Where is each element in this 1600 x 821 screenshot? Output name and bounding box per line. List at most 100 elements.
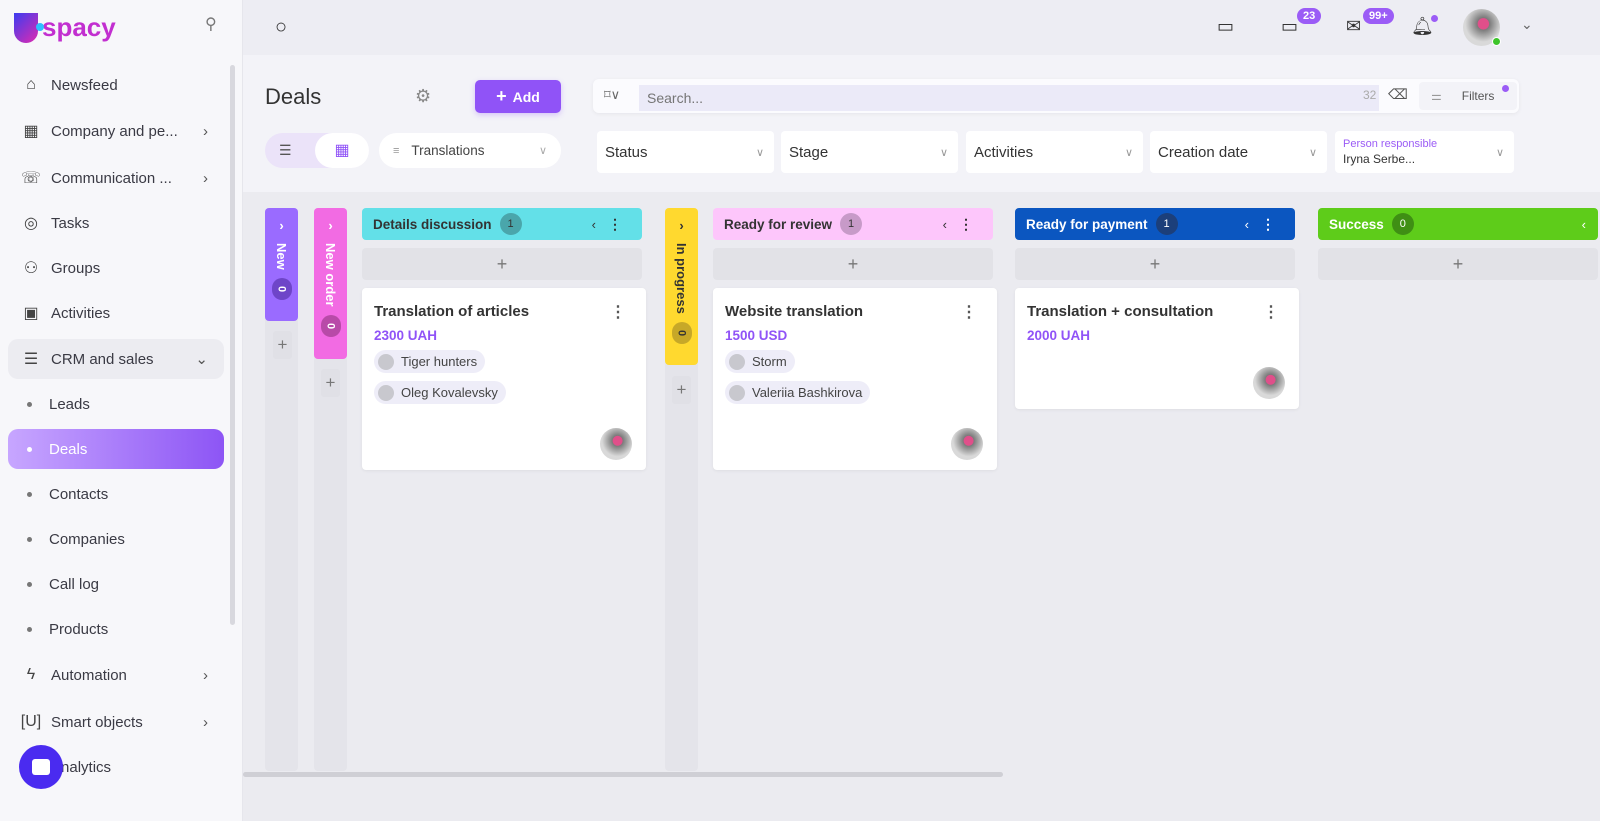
- kanban-view-icon[interactable]: ▦: [315, 133, 369, 168]
- list-view-icon[interactable]: ☰: [279, 142, 292, 158]
- sidebar-item-products[interactable]: Products: [8, 609, 224, 649]
- responsible-avatar[interactable]: [951, 428, 983, 460]
- chevron-down-icon: ∨: [939, 146, 948, 159]
- column-count: 0: [271, 277, 292, 300]
- sidebar-item-call-log[interactable]: Call log: [8, 564, 224, 604]
- sidebar-item-newsfeed[interactable]: ⌂ Newsfeed: [8, 65, 224, 105]
- collapse-icon[interactable]: ‹: [942, 216, 947, 232]
- sidebar-item-leads[interactable]: Leads: [8, 384, 224, 424]
- eraser-icon[interactable]: ⌫: [1388, 86, 1408, 102]
- add-deal-ready-for-payment[interactable]: +: [1015, 248, 1295, 280]
- creation-date-filter[interactable]: Creation date ∨: [1150, 131, 1327, 173]
- bullet-icon: [27, 581, 32, 587]
- pipeline-select[interactable]: ≡ Translations ∨: [379, 133, 561, 168]
- horizontal-scrollbar[interactable]: [243, 772, 1003, 777]
- bell-icon[interactable]: 🔔︎: [1411, 16, 1434, 36]
- chevron-right-icon: ›: [203, 122, 208, 140]
- column-ready-for-review[interactable]: Ready for review 1 ‹ ⋮: [713, 208, 993, 240]
- deal-card[interactable]: Translation of articles ⋮ 2300 UAH Tiger …: [362, 288, 646, 470]
- deal-card[interactable]: Translation + consultation ⋮ 2000 UAH: [1015, 288, 1299, 409]
- sidebar-item-contacts[interactable]: Contacts: [8, 474, 224, 514]
- column-in-progress[interactable]: › In progress 0: [665, 208, 698, 365]
- pin-icon[interactable]: ⚲: [205, 16, 217, 33]
- bullet-icon: [27, 446, 32, 452]
- search-icon[interactable]: ○: [275, 16, 288, 38]
- sidebar-item-smart-objects[interactable]: [U] Smart objects ›: [20, 713, 208, 731]
- more-icon[interactable]: ⋮: [610, 304, 626, 321]
- column-success[interactable]: Success 0 ‹: [1318, 208, 1598, 240]
- notification-dot: [1431, 15, 1438, 22]
- column-ready-for-payment[interactable]: Ready for payment 1 ‹ ⋮: [1015, 208, 1295, 240]
- add-deal-success[interactable]: +: [1318, 248, 1598, 280]
- column-details-discussion[interactable]: Details discussion 1 ‹ ⋮: [362, 208, 642, 240]
- activities-filter[interactable]: Activities ∨: [966, 131, 1143, 173]
- sidebar-item-crm[interactable]: ☰ CRM and sales ⌄: [8, 339, 224, 379]
- more-icon[interactable]: ⋮: [961, 304, 977, 321]
- deal-card[interactable]: Website translation ⋮ 1500 USD Storm Vale…: [713, 288, 997, 470]
- more-icon[interactable]: ⋮: [1263, 304, 1279, 321]
- chevron-down-icon: ∨: [1308, 146, 1317, 159]
- more-icon[interactable]: ⋮: [608, 215, 622, 232]
- search-bar: ⌑∨ 32 ⌫ ⚌Filters: [593, 79, 1519, 113]
- sidebar-item-activities[interactable]: ▣ Activities: [8, 293, 224, 333]
- message-icon[interactable]: ▭: [1217, 16, 1235, 36]
- bookmark-icon[interactable]: ⌑∨: [604, 87, 621, 102]
- chevron-right-icon: ›: [203, 666, 208, 684]
- sidebar-item-communication[interactable]: ☏ Communication ... ›: [20, 169, 208, 188]
- add-deal-details-discussion[interactable]: +: [362, 248, 642, 280]
- status-filter[interactable]: Status ∨: [597, 131, 774, 173]
- company-chip[interactable]: Tiger hunters: [374, 350, 486, 373]
- company-chip[interactable]: Storm: [725, 350, 795, 373]
- chats-icon[interactable]: ▭: [1281, 16, 1299, 36]
- sidebar-item-tasks[interactable]: ◎ Tasks: [8, 203, 224, 243]
- collapse-icon[interactable]: ‹: [1581, 216, 1586, 232]
- sidebar-item-companies[interactable]: Companies: [8, 519, 224, 559]
- column-new[interactable]: › New 0: [265, 208, 298, 321]
- chevron-down-icon: ∨: [755, 146, 764, 159]
- stage-filter[interactable]: Stage ∨: [781, 131, 958, 173]
- bullet-icon: [27, 626, 32, 632]
- person-responsible-filter[interactable]: Person responsible Iryna Serbe... ∨: [1335, 131, 1514, 173]
- chat-bubble-icon: [32, 759, 50, 775]
- chevron-down-icon: ∨: [538, 145, 547, 157]
- responsible-avatar[interactable]: [1253, 367, 1285, 399]
- logo[interactable]: spacy: [14, 12, 116, 43]
- settings-gear-icon[interactable]: ⚙: [415, 86, 432, 106]
- person-icon: [378, 384, 394, 401]
- add-deal-new-order[interactable]: +: [321, 369, 340, 397]
- sidebar-item-deals[interactable]: Deals: [8, 429, 224, 469]
- contact-chip[interactable]: Valeriia Bashkirova: [725, 381, 871, 404]
- bullet-icon: [27, 491, 32, 497]
- more-icon[interactable]: ⋮: [1261, 215, 1275, 232]
- add-deal-in-progress[interactable]: +: [672, 376, 691, 404]
- add-deal-new[interactable]: +: [273, 331, 292, 359]
- column-count: 0: [320, 314, 341, 337]
- company-icon: [729, 353, 745, 370]
- sidebar-item-groups[interactable]: ⚇ Groups: [8, 248, 224, 288]
- column-count: 0: [671, 321, 692, 344]
- chat-phone-icon: ☏: [20, 170, 41, 187]
- collapse-icon[interactable]: ‹: [591, 216, 596, 232]
- sidebar-item-company[interactable]: ▦ Company and pe... ›: [8, 111, 224, 151]
- chevron-down-icon[interactable]: ⌄: [1521, 16, 1533, 32]
- filters-active-dot: [1502, 85, 1509, 92]
- page-header: Deals ⚙ +Add ☰ ▦ ≡Translations∨ ⌑∨ 32 ⌫ …: [243, 55, 1600, 192]
- search-input[interactable]: [639, 85, 1379, 111]
- logo-mark: [14, 12, 44, 43]
- more-icon[interactable]: ⋮: [959, 215, 973, 232]
- collapse-icon[interactable]: ‹: [1244, 216, 1249, 232]
- online-status-dot: [1492, 37, 1501, 46]
- contact-chip[interactable]: Oleg Kovalevsky: [374, 381, 506, 404]
- sidebar-item-automation[interactable]: ϟ Automation ›: [8, 655, 224, 695]
- mail-icon[interactable]: ✉: [1346, 16, 1362, 36]
- plus-icon: +: [496, 86, 507, 106]
- support-chat-button[interactable]: [19, 745, 63, 789]
- add-deal-ready-for-review[interactable]: +: [713, 248, 993, 280]
- responsible-avatar[interactable]: [600, 428, 632, 460]
- column-new-order[interactable]: › New order 0: [314, 208, 347, 359]
- filters-button[interactable]: ⚌ Filters: [1419, 82, 1517, 110]
- mail-badge: 99+: [1363, 8, 1394, 24]
- sidebar-scrollbar[interactable]: [230, 65, 235, 625]
- add-deal-button[interactable]: + Add: [475, 80, 561, 113]
- chevron-right-icon: ›: [279, 218, 284, 233]
